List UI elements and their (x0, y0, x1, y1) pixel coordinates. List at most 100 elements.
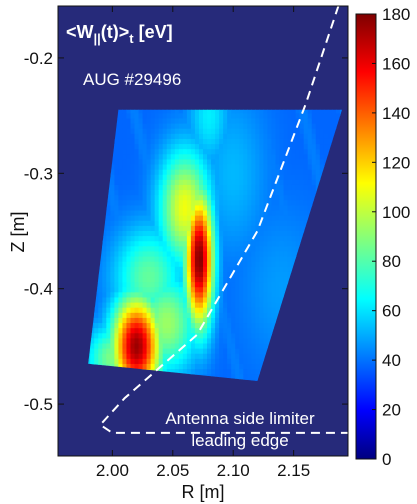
heatmap-cell (186, 348, 192, 355)
heatmap-cell (182, 190, 188, 196)
heatmap-cell (114, 133, 120, 140)
heatmap-cell (182, 328, 188, 334)
heatmap-cell (186, 220, 192, 227)
heatmap-cell (275, 205, 281, 212)
heatmap-cell (267, 184, 273, 191)
heatmap-cell (114, 292, 120, 299)
heatmap-cell (186, 164, 192, 171)
heatmap-cell (271, 154, 277, 161)
heatmap-cell (227, 205, 232, 212)
heatmap-cell (98, 292, 103, 299)
heatmap-cell (223, 231, 228, 237)
heatmap-cell (247, 138, 252, 145)
heatmap-cell (130, 292, 136, 299)
heatmap-cell (247, 210, 252, 217)
heatmap-cell (162, 307, 168, 314)
heatmap-cell (251, 363, 256, 370)
heatmap-cell (154, 225, 160, 232)
heatmap-cell (223, 138, 228, 145)
heatmap-cell (279, 236, 285, 242)
heatmap-cell (219, 123, 224, 130)
heatmap-cell (106, 328, 111, 334)
heatmap-cell (215, 266, 220, 273)
heatmap-cell (194, 292, 200, 299)
heatmap-cell (178, 261, 184, 268)
heatmap-cell (251, 190, 256, 196)
heatmap-cell (198, 195, 204, 201)
heatmap-cell (279, 169, 285, 176)
heatmap-cell (158, 338, 164, 345)
heatmap-cell (182, 348, 188, 355)
heatmap-cell (194, 348, 200, 355)
heatmap-cell (271, 149, 277, 155)
heatmap-cell (247, 277, 252, 283)
heatmap-cell (203, 149, 208, 155)
heatmap-cell (215, 246, 220, 253)
heatmap-cell (190, 113, 196, 120)
heatmap-cell (247, 256, 252, 263)
heatmap-cell (94, 333, 99, 339)
heatmap-cell (263, 236, 269, 242)
heatmap-cell (106, 261, 111, 268)
heatmap-cell (203, 323, 208, 329)
heatmap-cell (170, 128, 176, 135)
heatmap-cell (231, 109, 236, 114)
heatmap-cell (134, 277, 140, 283)
heatmap-cell (207, 282, 212, 288)
heatmap-cell (174, 123, 180, 130)
heatmap-cell (166, 220, 172, 227)
heatmap-cell (106, 292, 111, 299)
heatmap-cell (251, 251, 256, 258)
heatmap-cell (231, 307, 236, 314)
heatmap-cell (110, 323, 115, 329)
heatmap-cell (190, 363, 196, 370)
heatmap-cell (110, 246, 115, 253)
heatmap-cell (203, 287, 208, 293)
heatmap-cell (243, 287, 248, 293)
heatmap-cell (162, 149, 168, 155)
heatmap-cell (150, 251, 156, 258)
heatmap-cell (203, 343, 208, 350)
heatmap-cell (231, 297, 236, 304)
heatmap-cell (102, 358, 107, 365)
heatmap-cell (178, 333, 184, 339)
heatmap-cell (110, 261, 115, 268)
heatmap-cell (142, 246, 148, 253)
heatmap-cell (166, 246, 172, 253)
heatmap-cell (94, 328, 99, 334)
heatmap-cell (271, 231, 277, 237)
heatmap-cell (211, 246, 216, 253)
heatmap-cell (263, 195, 269, 201)
heatmap-cell (239, 128, 244, 135)
heatmap-cell (271, 174, 277, 181)
heatmap-cell (194, 363, 200, 370)
heatmap-cell (158, 220, 164, 227)
heatmap-cell (138, 236, 144, 242)
heatmap-cell (190, 109, 196, 114)
heatmap-cell (279, 220, 285, 227)
heatmap-cell (247, 128, 252, 135)
heatmap-cell (219, 144, 224, 150)
heatmap-cell (118, 312, 124, 319)
heatmap-cell (219, 287, 224, 293)
heatmap-cell (162, 338, 168, 345)
heatmap-cell (166, 174, 172, 181)
heatmap-cell (194, 236, 200, 242)
heatmap-cell (158, 277, 164, 283)
heatmap-cell (271, 144, 277, 150)
heatmap-cell (203, 144, 208, 150)
heatmap-cell (198, 169, 204, 176)
heatmap-cell (126, 205, 132, 212)
heatmap-cell (203, 123, 208, 130)
heatmap-cell (142, 123, 148, 130)
heatmap-cell (263, 159, 269, 166)
heatmap-cell (166, 307, 172, 314)
heatmap-cell (223, 323, 228, 329)
heatmap-cell (190, 210, 196, 217)
heatmap-cell (198, 287, 204, 293)
heatmap-cell (239, 246, 244, 253)
heatmap-cell (150, 159, 156, 166)
heatmap-cell (126, 297, 132, 304)
heatmap-cell (259, 184, 265, 191)
heatmap-cell (130, 179, 136, 186)
